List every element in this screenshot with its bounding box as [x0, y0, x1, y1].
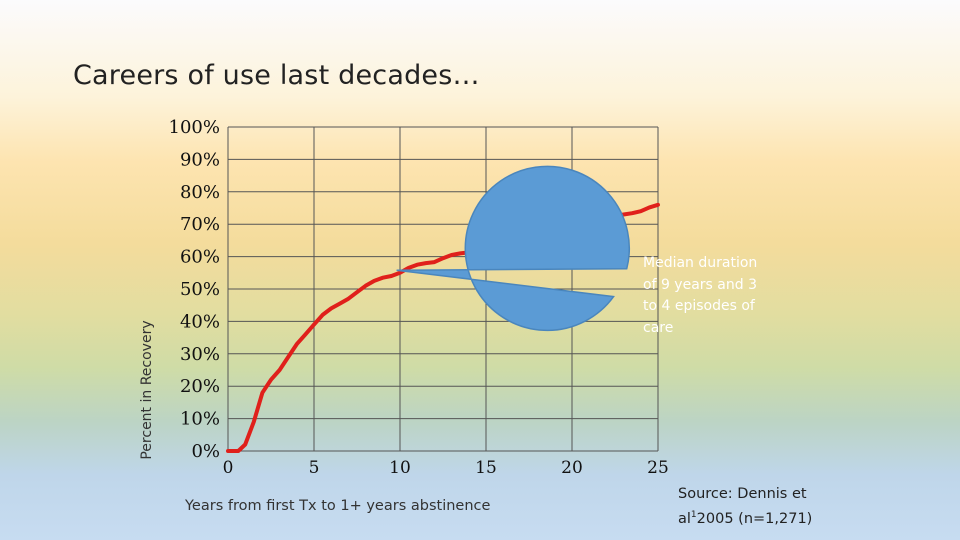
x-tick-label: 20 [561, 458, 583, 478]
y-tick-label: 10% [180, 409, 220, 430]
y-axis-ticks: 0% 10% 20% 30% 40% 50% 60% 70% 80% 90% 100% [169, 117, 220, 462]
y-tick-label: 0% [191, 441, 220, 462]
source-footnote-mark: 1 [690, 510, 697, 520]
y-axis-title: Percent in Recovery [139, 320, 155, 460]
y-tick-label: 90% [180, 149, 220, 170]
x-axis-ticks: 0 5 10 15 20 25 [223, 458, 669, 478]
y-tick-label: 80% [180, 182, 220, 203]
x-tick-label: 10 [389, 458, 411, 478]
x-tick-label: 5 [309, 458, 320, 478]
x-axis-title: Years from first Tx to 1+ years abstinen… [185, 498, 491, 514]
x-tick-label: 25 [647, 458, 669, 478]
y-tick-label: 70% [180, 214, 220, 235]
callout-text: Median duration of 9 years and 3 to 4 ep… [643, 255, 758, 337]
source-year-n: 2005 (n=1,271) [696, 510, 813, 527]
source-citation: Source: Dennis et al12005 (n=1,271) [678, 484, 828, 530]
y-tick-label: 50% [180, 279, 220, 300]
source-author: al [678, 510, 691, 527]
y-tick-label: 20% [180, 376, 220, 397]
slide-title: Careers of use last decades… [73, 60, 480, 91]
x-tick-label: 0 [223, 458, 234, 478]
y-tick-label: 100% [169, 117, 220, 138]
x-tick-label: 15 [475, 458, 497, 478]
chart-grid [227, 126, 659, 452]
source-line1: Source: Dennis et [678, 486, 807, 502]
y-tick-label: 60% [180, 247, 220, 268]
y-tick-label: 40% [180, 311, 220, 332]
y-tick-label: 30% [180, 344, 220, 365]
callout-bubble [396, 165, 631, 332]
